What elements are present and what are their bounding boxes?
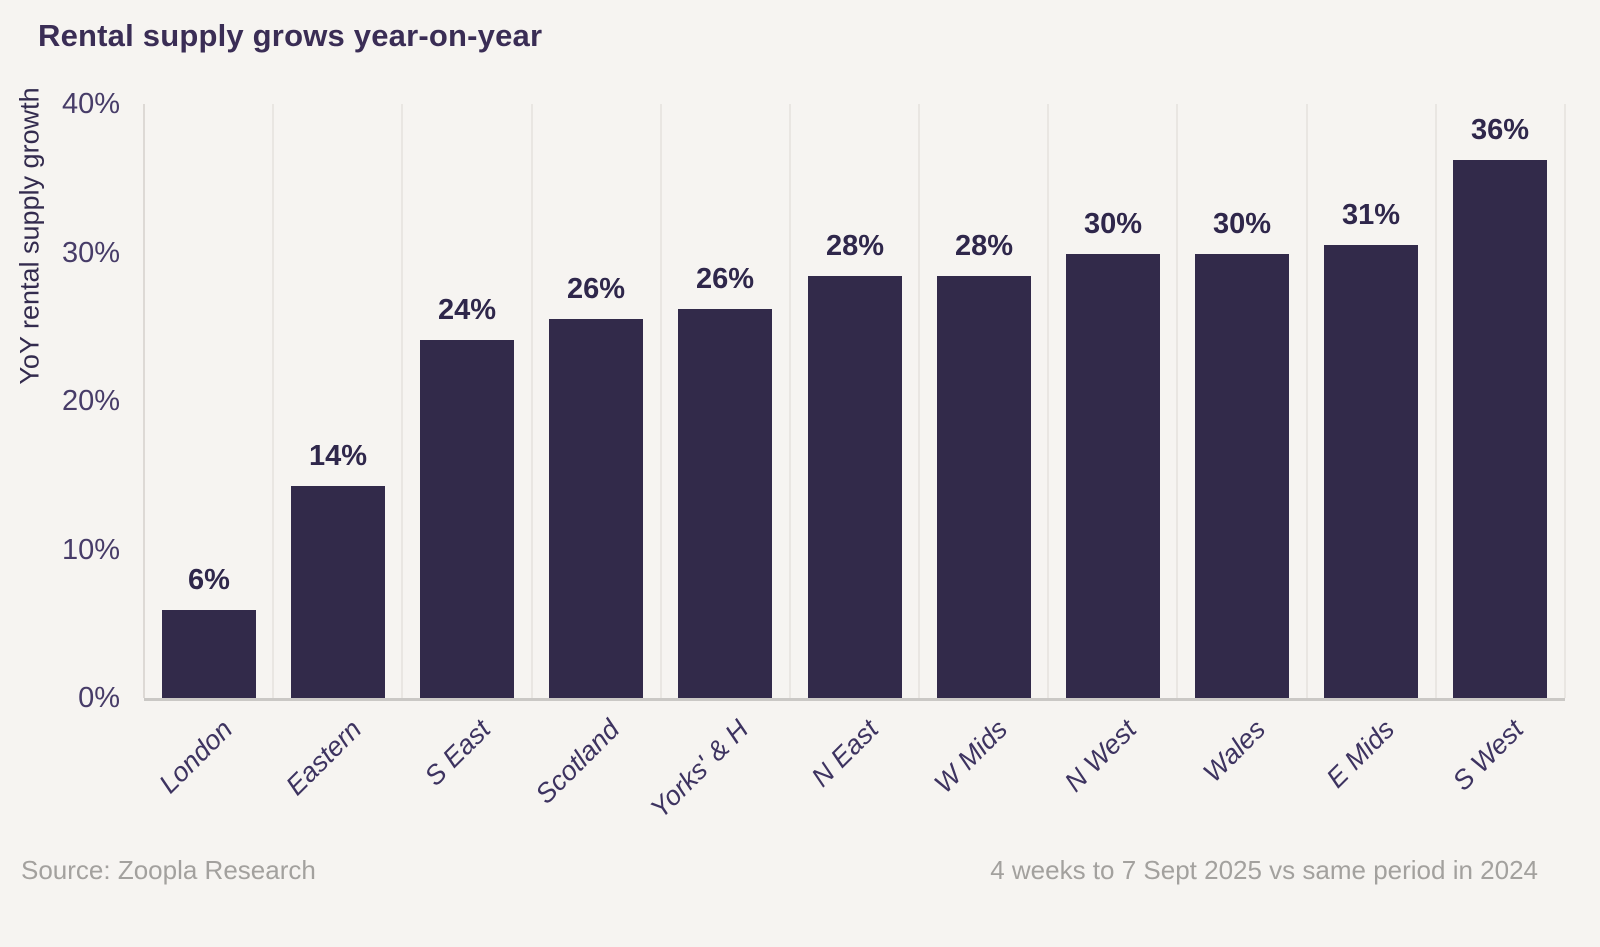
chart-canvas: Rental supply grows year-on-year YoY ren… (14, 18, 1566, 885)
bar (420, 340, 514, 698)
bar (1066, 253, 1160, 698)
x-tick-label: S East (418, 714, 497, 792)
bar-value-label: 30% (1083, 208, 1143, 240)
bar (549, 319, 643, 698)
x-tick-label: E Mids (1320, 714, 1401, 794)
bar (937, 276, 1031, 698)
bar-value-label: 28% (825, 230, 885, 262)
bar (808, 276, 902, 698)
gridline-vertical (1434, 104, 1437, 698)
bar-value-label: 31% (1341, 199, 1401, 231)
bar-value-label: 14% (308, 440, 368, 472)
gridline-vertical (1047, 104, 1050, 698)
bar-value-label: 24% (437, 294, 497, 326)
bar (678, 308, 772, 698)
x-tick-label: W Mids (928, 714, 1014, 799)
gridline-vertical (1564, 104, 1566, 698)
bar-value-label: 28% (954, 230, 1014, 262)
x-tick-label: S West (1446, 714, 1530, 797)
gridline-vertical (788, 104, 791, 698)
gridline-vertical (530, 104, 533, 698)
gridline-vertical (1305, 104, 1308, 698)
y-tick-label: 30% (61, 236, 120, 269)
gridline-vertical (1176, 104, 1179, 698)
bar-value-label: 36% (1470, 114, 1530, 146)
x-tick-label: N East (805, 714, 885, 793)
bar (1195, 253, 1289, 698)
x-axis-line (144, 698, 1565, 701)
gridline-vertical (918, 104, 921, 698)
y-tick-label: 0% (78, 682, 120, 714)
gridline-vertical (659, 104, 662, 698)
chart-title: Rental supply grows year-on-year (38, 18, 543, 53)
period-note: 4 weeks to 7 Sept 2025 vs same period in… (990, 855, 1538, 885)
bar-value-label: 30% (1212, 208, 1272, 240)
gridline-vertical (272, 104, 275, 698)
bar-value-label: 26% (695, 263, 755, 295)
bar (1453, 160, 1547, 698)
y-axis-title: YoY rental supply growth (14, 87, 45, 385)
bar (162, 610, 256, 698)
x-tick-label: Yorks' & H (644, 714, 755, 824)
y-tick-label: 20% (61, 385, 120, 417)
gridline-vertical (401, 104, 404, 698)
y-axis-line (143, 104, 145, 698)
bar (291, 485, 385, 698)
bar-value-label: 6% (188, 564, 230, 596)
x-tick-label: London (153, 714, 239, 799)
bar-value-label: 26% (566, 273, 626, 305)
source-note: Source: Zoopla Research (21, 855, 316, 885)
x-tick-label: Scotland (529, 714, 626, 810)
y-tick-label: 40% (61, 88, 120, 120)
bar (1324, 245, 1418, 698)
x-tick-label: N West (1058, 714, 1143, 798)
x-tick-label: Eastern (280, 714, 368, 802)
y-tick-label: 10% (61, 533, 120, 566)
x-tick-label: Wales (1197, 714, 1272, 788)
